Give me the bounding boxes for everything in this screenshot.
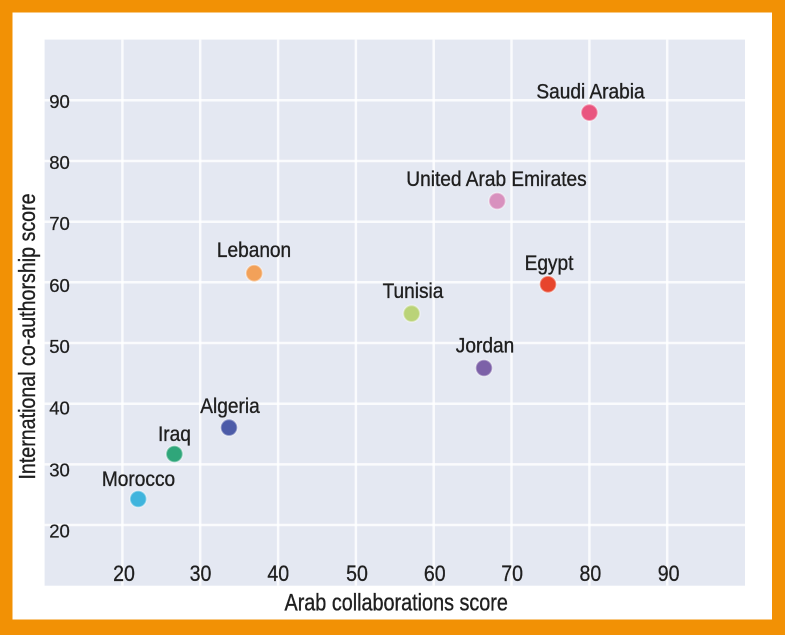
svg-text:70: 70 — [49, 213, 70, 234]
svg-text:International co-authorship sc: International co-authorship score — [15, 193, 41, 479]
svg-text:Algeria: Algeria — [200, 395, 260, 418]
svg-text:90: 90 — [658, 562, 680, 587]
svg-text:Iraq: Iraq — [158, 423, 191, 446]
svg-text:Saudi Arabia: Saudi Arabia — [536, 81, 645, 104]
svg-text:20: 20 — [49, 520, 70, 541]
svg-text:Arab collaborations score: Arab collaborations score — [284, 589, 507, 616]
svg-text:40: 40 — [267, 562, 289, 587]
svg-text:Lebanon: Lebanon — [217, 239, 291, 262]
svg-text:United Arab Emirates: United Arab Emirates — [406, 168, 586, 191]
svg-text:50: 50 — [346, 562, 368, 587]
svg-text:50: 50 — [49, 336, 70, 357]
svg-text:90: 90 — [49, 91, 70, 112]
svg-text:60: 60 — [49, 275, 70, 296]
svg-text:60: 60 — [424, 562, 446, 587]
svg-text:30: 30 — [49, 460, 70, 481]
svg-text:80: 80 — [49, 152, 70, 173]
svg-text:80: 80 — [580, 562, 602, 587]
svg-text:Egypt: Egypt — [525, 252, 574, 275]
svg-text:Morocco: Morocco — [102, 468, 175, 491]
svg-text:20: 20 — [113, 562, 135, 587]
svg-text:30: 30 — [190, 562, 212, 587]
svg-text:70: 70 — [501, 562, 523, 587]
svg-text:Tunisia: Tunisia — [383, 280, 445, 303]
svg-text:Jordan: Jordan — [456, 335, 514, 358]
svg-text:40: 40 — [49, 398, 70, 419]
